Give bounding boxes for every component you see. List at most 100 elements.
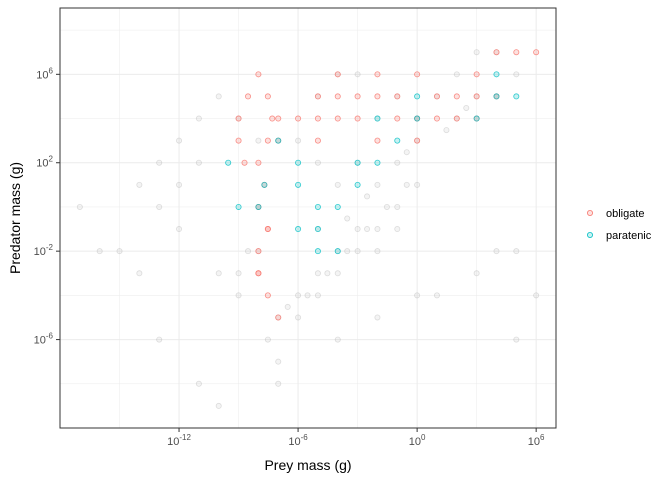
data-point — [314, 270, 321, 277]
data-point — [403, 181, 410, 188]
data-point — [195, 115, 202, 122]
data-point — [96, 248, 103, 255]
data-point — [374, 137, 381, 144]
data-point — [215, 270, 222, 277]
y-axis-title: Predator mass (g) — [7, 162, 23, 274]
data-point — [116, 248, 123, 255]
data-point — [414, 71, 421, 78]
series-obligate — [235, 49, 540, 321]
x-tick-label: 100 — [409, 433, 426, 448]
data-point — [241, 159, 248, 166]
data-point — [414, 115, 421, 122]
data-point — [275, 380, 282, 387]
data-point — [533, 292, 540, 299]
data-point — [354, 181, 361, 188]
data-point — [414, 181, 421, 188]
data-point — [269, 115, 276, 122]
data-point — [314, 203, 321, 210]
data-point — [314, 292, 321, 299]
data-point — [295, 137, 302, 144]
panel-border — [59, 7, 557, 429]
data-point — [354, 159, 361, 166]
y-tick-label: 10-6 — [34, 332, 54, 347]
data-point — [334, 336, 341, 343]
data-point — [264, 226, 271, 233]
data-point — [235, 115, 242, 122]
data-point — [374, 226, 381, 233]
data-point — [334, 203, 341, 210]
data-point — [275, 314, 282, 321]
data-point — [136, 181, 143, 188]
data-point — [195, 159, 202, 166]
x-tick-label: 106 — [528, 433, 545, 448]
data-point — [354, 93, 361, 100]
x-axis-title: Prey mass (g) — [264, 457, 351, 473]
data-point — [215, 402, 222, 409]
data-point — [394, 93, 401, 100]
data-point — [176, 226, 183, 233]
data-point — [235, 137, 242, 144]
data-point — [414, 93, 421, 100]
data-point — [354, 115, 361, 122]
data-point — [513, 71, 520, 78]
data-point — [463, 104, 470, 111]
data-point — [493, 71, 500, 78]
legend-key — [587, 231, 594, 238]
data-point — [394, 159, 401, 166]
data-point — [264, 292, 271, 299]
data-point — [344, 215, 351, 222]
data-point — [225, 159, 232, 166]
data-point — [275, 115, 282, 122]
data-point — [275, 137, 282, 144]
data-point — [493, 49, 500, 56]
y-tick-label: 106 — [36, 66, 53, 81]
x-axis: 10-12 10-6 100 106 — [167, 428, 545, 448]
series-paratenic — [225, 71, 520, 255]
data-point — [374, 248, 381, 255]
grid-minor — [60, 8, 556, 428]
data-point — [235, 292, 242, 299]
data-point — [314, 93, 321, 100]
data-point — [295, 181, 302, 188]
data-point — [156, 336, 163, 343]
data-point — [433, 292, 440, 299]
data-points — [76, 49, 540, 409]
data-point — [176, 137, 183, 144]
data-point — [235, 203, 242, 210]
data-point — [374, 159, 381, 166]
data-point — [304, 292, 311, 299]
data-point — [314, 137, 321, 144]
data-point — [245, 248, 252, 255]
y-axis: 10-6 10-2 102 106 — [34, 66, 60, 347]
data-point — [295, 226, 302, 233]
data-point — [295, 115, 302, 122]
data-point — [374, 93, 381, 100]
data-point — [394, 226, 401, 233]
data-point — [136, 270, 143, 277]
data-point — [473, 49, 480, 56]
data-point — [334, 248, 341, 255]
data-point — [513, 49, 520, 56]
data-point — [354, 226, 361, 233]
data-point — [513, 336, 520, 343]
data-point — [493, 93, 500, 100]
data-point — [215, 93, 222, 100]
x-tick-label: 10-12 — [167, 433, 191, 448]
data-point — [284, 303, 291, 310]
legend-label: paratenic — [606, 230, 652, 242]
data-point — [334, 93, 341, 100]
data-point — [255, 137, 262, 144]
data-point — [261, 181, 268, 188]
data-point — [433, 93, 440, 100]
data-point — [453, 115, 460, 122]
data-point — [156, 203, 163, 210]
data-point — [255, 71, 262, 78]
legend-label: obligate — [606, 208, 645, 220]
data-point — [314, 159, 321, 166]
data-point — [473, 270, 480, 277]
data-point — [374, 314, 381, 321]
data-point — [354, 71, 361, 78]
grid-major — [60, 8, 556, 428]
